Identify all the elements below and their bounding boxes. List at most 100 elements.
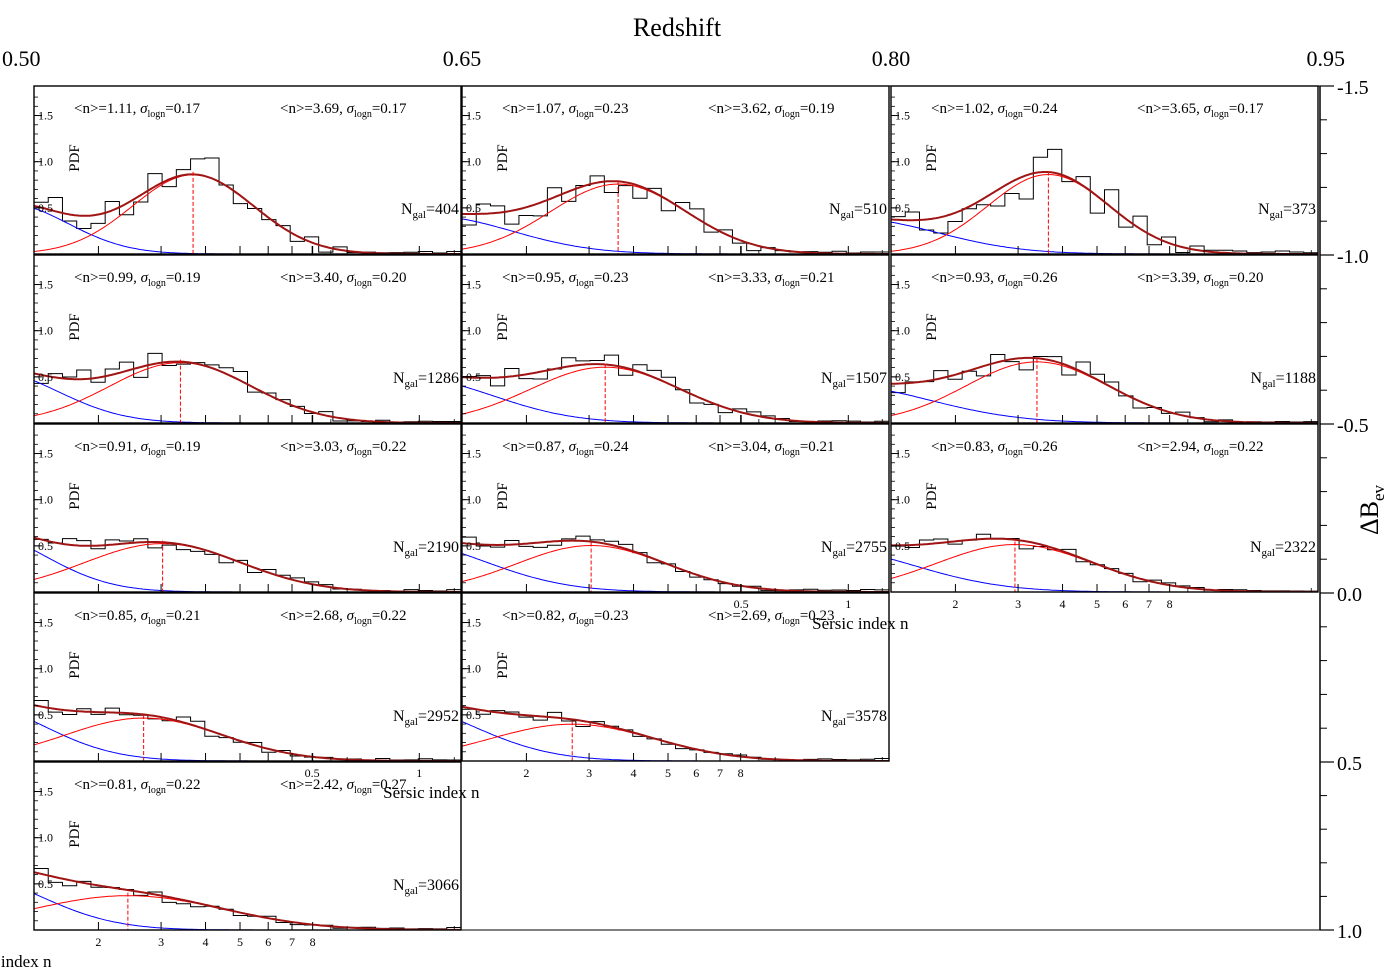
y-axis-label: PDF	[67, 144, 83, 172]
mean-sigma-label: <n>=0.81, σlogn=0.22	[74, 777, 201, 796]
total-fit-curve	[34, 360, 461, 423]
panel-3-1: 0.5 1.0 1.5 PDF <n>=0.91, σlogn=0.19 <n>=3.03…	[33, 423, 462, 593]
panel-4-2: 0.5 1.0 1.5 PDF <n>=0.82, σlogn=0.23 <n>=2.69…	[305, 592, 890, 802]
top-tick-label: 0.80	[872, 46, 911, 71]
total-fit-curve	[34, 871, 461, 930]
mean-sigma-label: <n>=0.85, σlogn=0.21	[74, 608, 201, 627]
mean-sigma-label: <n>=2.69, σlogn=0.23	[708, 608, 835, 627]
y-tick-label: 0.5	[895, 201, 910, 215]
ngal-label: Ngal=1188	[1251, 370, 1316, 390]
x-tick-label: 2	[523, 766, 529, 780]
right-axis-label: ΔBev	[1355, 484, 1388, 535]
x-axis-label: Sersic index n	[383, 783, 480, 802]
y-tick-label: 1.0	[466, 493, 481, 507]
y-axis-label: PDF	[924, 144, 940, 172]
x-tick-label: 2	[95, 935, 101, 949]
red-component-curve	[462, 183, 889, 254]
mean-sigma-label: <n>=1.11, σlogn=0.17	[74, 101, 200, 120]
x-tick-label: 1	[845, 597, 851, 611]
y-tick-label: 0.5	[38, 708, 53, 722]
panel-frame	[33, 85, 462, 255]
x-tick-label: 3	[586, 766, 592, 780]
y-tick-label: 1.0	[466, 155, 481, 169]
histogram	[34, 352, 461, 423]
y-tick-label: 1.5	[38, 616, 53, 630]
y-tick-label: 1.5	[466, 616, 481, 630]
y-tick-label: 1.5	[38, 447, 53, 461]
ngal-label: Ngal=404	[401, 201, 459, 221]
total-fit-curve	[891, 356, 1318, 423]
mean-sigma-label: <n>=0.93, σlogn=0.26	[931, 270, 1058, 289]
y-axis-label: PDF	[67, 651, 83, 679]
y-tick-label: 0.5	[38, 539, 53, 553]
right-tick-label: -1.5	[1337, 77, 1369, 99]
y-tick-label: 1.0	[466, 324, 481, 338]
x-tick-label: 6	[1122, 597, 1128, 611]
total-fit-curve	[34, 536, 461, 592]
mean-sigma-label: <n>=3.65, σlogn=0.17	[1137, 101, 1264, 120]
panel-2-2: 0.5 1.0 1.5 PDF <n>=0.95, σlogn=0.23 <n>=3.33…	[311, 254, 890, 424]
x-tick-label: 4	[203, 935, 209, 949]
ngal-label: Ngal=2952	[393, 708, 459, 728]
panel-4-1: 0.5 1.0 1.5 PDF <n>=0.85, σlogn=0.21 <n>=2.68…	[33, 592, 462, 762]
red-component-curve	[891, 174, 1318, 254]
panel-frame	[461, 254, 890, 424]
top-axis-ticks: 0.50 0.65 0.80 0.95	[2, 46, 1345, 71]
top-tick-label: 0.95	[1307, 46, 1346, 71]
y-tick-label: 1.0	[38, 831, 53, 845]
mean-sigma-label: <n>=3.03, σlogn=0.22	[280, 439, 407, 458]
panel-1-3: 0.5 1.0 1.5 PDF <n>=1.02, σlogn=0.24 <n>=3.65…	[740, 85, 1319, 255]
panel-frame	[461, 423, 890, 593]
x-tick-label: 5	[1094, 597, 1100, 611]
ngal-label: Ngal=2190	[393, 539, 459, 559]
y-tick-label: 0.5	[466, 201, 481, 215]
x-axis-label: Sersic index n	[812, 614, 909, 633]
y-tick-label: 1.5	[38, 785, 53, 799]
ngal-label: Ngal=3578	[821, 708, 887, 728]
y-tick-label: 0.5	[38, 201, 53, 215]
x-axis-label: Sersic index n	[0, 952, 52, 970]
panel-frame	[33, 254, 462, 424]
mean-sigma-label: <n>=0.83, σlogn=0.26	[931, 439, 1058, 458]
mean-sigma-label: <n>=2.68, σlogn=0.22	[280, 608, 407, 627]
x-tick-label: 5	[665, 766, 671, 780]
panel-plot-area	[34, 352, 461, 423]
x-tick-label: 8	[738, 766, 744, 780]
x-tick-label: 3	[1015, 597, 1021, 611]
y-tick-label: 1.0	[38, 493, 53, 507]
y-tick-label: 0.5	[38, 877, 53, 891]
top-tick-label: 0.65	[443, 46, 482, 71]
total-fit-curve	[462, 180, 889, 254]
mean-sigma-label: <n>=3.62, σlogn=0.19	[708, 101, 835, 120]
ngal-label: Ngal=2322	[1250, 539, 1316, 559]
panel-plot-area	[34, 700, 461, 761]
x-tick-label: 1	[416, 766, 422, 780]
histogram	[462, 175, 889, 254]
y-tick-label: 0.5	[466, 708, 481, 722]
x-tick-label: 6	[693, 766, 699, 780]
mean-sigma-label: <n>=3.40, σlogn=0.20	[280, 270, 407, 289]
panel-plot-area	[891, 353, 1318, 423]
y-tick-label: 1.0	[38, 662, 53, 676]
panel-2-1: 0.5 1.0 1.5 PDF <n>=0.99, σlogn=0.19 <n>=3.40…	[33, 254, 462, 424]
mean-sigma-label: <n>=3.33, σlogn=0.21	[708, 270, 835, 289]
total-fit-curve	[34, 173, 461, 254]
y-tick-label: 1.0	[38, 155, 53, 169]
blue-component-curve	[34, 207, 461, 254]
panel-plot-area	[891, 148, 1318, 254]
ngal-label: Ngal=3066	[393, 877, 459, 897]
ngal-label: Ngal=373	[1258, 201, 1316, 221]
histogram	[462, 354, 889, 423]
panel-plot-area	[462, 175, 889, 254]
outer-frame	[33, 85, 1321, 931]
x-tick-label: 2	[952, 597, 958, 611]
x-tick-label: 4	[631, 766, 637, 780]
y-tick-label: 1.0	[895, 493, 910, 507]
x-tick-label: 7	[1146, 597, 1152, 611]
x-tick-label: 7	[289, 935, 295, 949]
y-axis-label: PDF	[495, 144, 511, 172]
x-tick-label: 3	[158, 935, 164, 949]
mean-sigma-label: <n>=2.94, σlogn=0.22	[1137, 439, 1264, 458]
panel-plot-area	[34, 536, 461, 592]
